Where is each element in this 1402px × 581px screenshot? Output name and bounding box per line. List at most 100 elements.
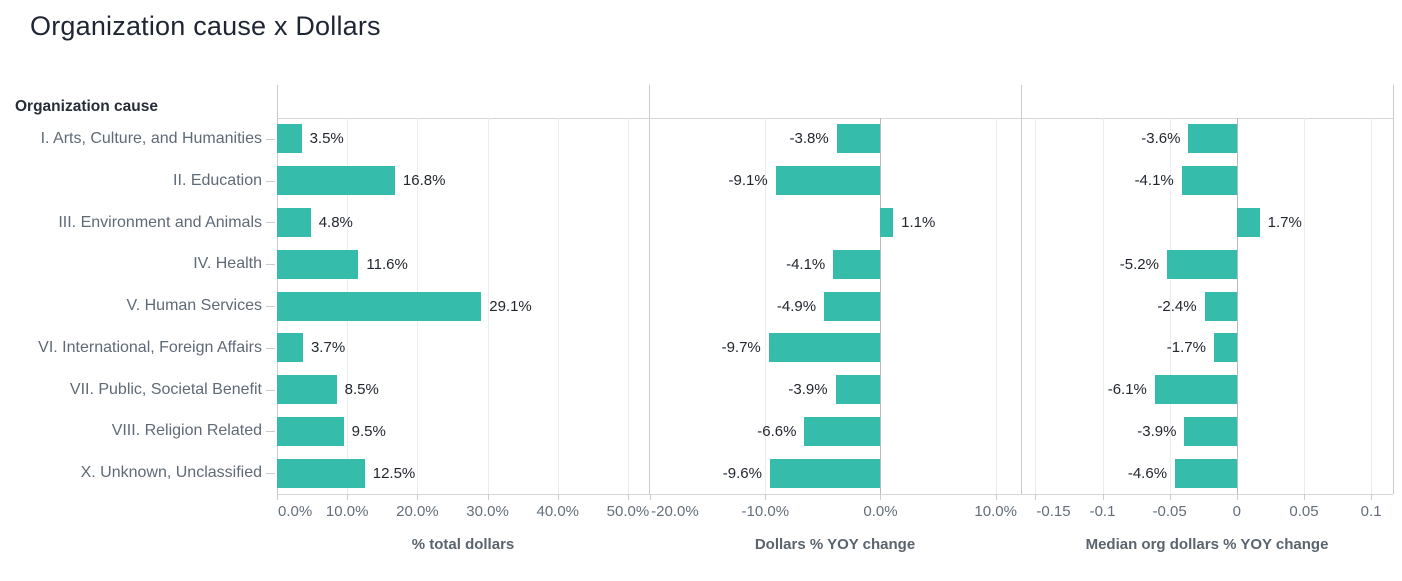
category-tick [266,222,275,224]
bar-panel3-row7[interactable] [1154,375,1237,405]
bar-panel1-row5[interactable] [277,291,482,321]
bar-panel2-row2[interactable] [775,166,881,196]
tick-mark [765,494,767,500]
gridline [765,118,767,494]
tick-mark [1371,494,1373,500]
bar-value-label: -4.9% [776,297,817,315]
gridline [1169,118,1171,494]
category-label: X. Unknown, Unclassified [80,464,262,482]
bar-value-label: -3.6% [1141,130,1181,148]
tick-mark [1102,494,1104,500]
bar-value-label: 29.1% [489,297,532,315]
bar-value-label: -6.1% [1107,381,1147,399]
bar-value-label: -3.8% [789,130,829,148]
x-tick-label: 0.0% [863,503,898,520]
bar-panel3-row6[interactable] [1213,333,1237,363]
panel-edge-line [277,85,278,494]
bar-value-label: -9.7% [721,339,761,357]
x-tick-label: -20.0% [651,503,699,520]
x-tick-label: 10.0% [974,503,1017,520]
axis-bottom-line [277,494,1393,495]
tick-mark [1035,494,1037,500]
bar-value-label: 1.7% [1267,213,1302,231]
category-label: VIII. Religion Related [111,422,262,440]
category-label: V. Human Services [126,297,262,315]
category-label: II. Education [173,171,262,189]
tick-mark [1169,494,1171,500]
zero-line [1236,118,1238,494]
x-tick-label: 10.0% [325,503,369,520]
x-tick-label: 50.0% [606,503,650,520]
x-axis-title: Median org dollars % YOY change [1085,536,1329,553]
bar-panel1-row7[interactable] [277,375,337,405]
bar-panel1-row4[interactable] [277,249,359,279]
gridline [1371,118,1373,494]
bar-value-label: -4.1% [1134,172,1174,190]
bar-panel2-row8[interactable] [804,416,881,446]
bar-value-label: -9.6% [722,464,762,482]
bar-panel2-row1[interactable] [836,124,881,154]
bar-panel3-row2[interactable] [1181,166,1237,196]
bar-panel1-row8[interactable] [277,416,344,446]
category-label: VI. International, Foreign Affairs [38,338,262,356]
bar-value-label: 16.8% [402,172,446,190]
bar-panel3-row1[interactable] [1188,124,1237,154]
bar-value-label: 8.5% [344,381,379,399]
tick-mark [995,494,997,500]
category-tick [266,431,275,433]
x-tick-label: 0.1 [1360,503,1382,520]
tick-mark [347,494,349,500]
category-label: III. Environment and Animals [58,213,262,231]
tick-mark [1236,494,1238,500]
bar-value-label: 1.1% [901,213,936,231]
category-label: VII. Public, Societal Benefit [69,380,262,398]
category-label: I. Arts, Culture, and Humanities [40,130,262,147]
bar-panel3-row5[interactable] [1204,291,1237,321]
bar-panel1-row3[interactable] [277,207,311,237]
bar-value-label: -2.4% [1157,297,1197,315]
x-tick-label: -0.05 [1152,503,1187,520]
x-tick-label: 0 [1232,503,1241,520]
bar-value-label: 3.7% [310,339,346,357]
tick-mark [557,494,559,500]
bar-panel3-row4[interactable] [1166,249,1237,279]
x-tick-label: 40.0% [536,503,580,520]
bar-panel2-row5[interactable] [824,291,881,321]
bar-value-label: -6.6% [757,422,797,440]
tick-mark [417,494,419,500]
bar-value-label: -4.6% [1127,464,1168,482]
bar-panel3-row8[interactable] [1184,416,1237,446]
tick-mark [627,494,629,500]
gridline [1102,118,1104,494]
tick-mark [650,494,652,500]
bar-panel1-row9[interactable] [277,458,365,488]
category-axis-header: Organization cause [15,98,158,115]
bar-panel2-row3[interactable] [880,207,894,237]
x-tick-label: 0.05 [1289,503,1319,520]
panel-edge-line [1021,85,1022,494]
gridline [557,118,559,494]
gridline [487,118,489,494]
gridline [627,118,629,494]
tick-mark [487,494,489,500]
tick-mark [277,494,278,500]
bar-panel1-row1[interactable] [277,124,302,154]
bar-panel2-row9[interactable] [769,458,881,488]
bar-panel3-row3[interactable] [1236,207,1260,237]
category-tick [266,389,275,391]
x-tick-label: -10.0% [741,503,790,520]
plot-top-line [277,118,1393,119]
category-tick [266,347,275,349]
x-tick-label: -0.1 [1089,503,1116,520]
category-tick [266,306,275,307]
bar-value-label: 3.5% [309,130,344,148]
bar-panel1-row6[interactable] [277,333,303,363]
bar-panel2-row7[interactable] [835,375,881,405]
bar-panel2-row6[interactable] [768,333,881,363]
bar-panel1-row2[interactable] [277,166,395,196]
panel-edge-line [1393,85,1394,494]
gridline [1035,118,1037,494]
bar-panel3-row9[interactable] [1175,458,1237,488]
bar-value-label: 4.8% [318,213,353,231]
bar-panel2-row4[interactable] [833,249,881,279]
